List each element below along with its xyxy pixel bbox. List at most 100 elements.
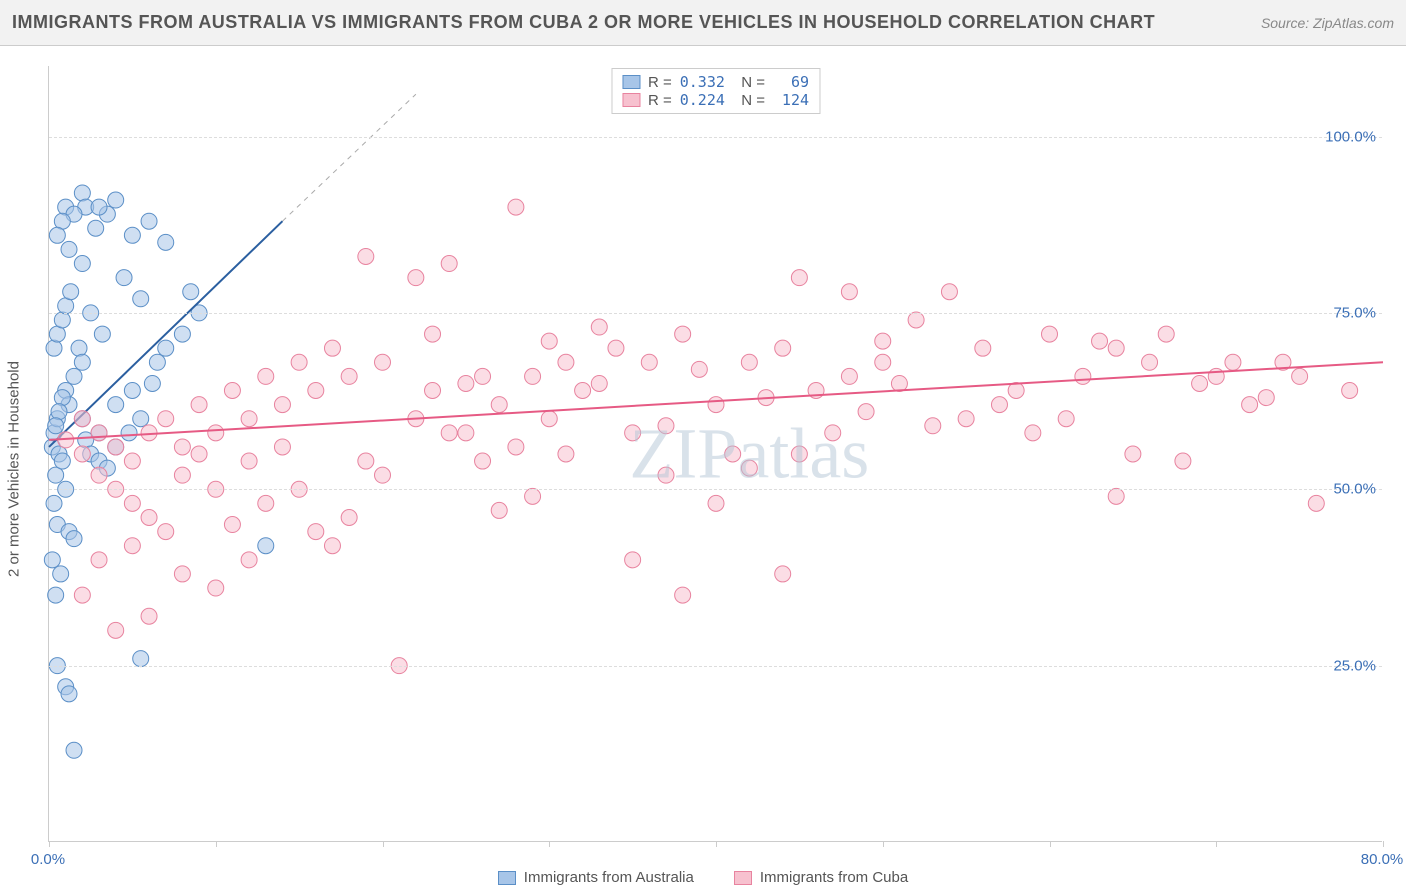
data-point [44, 552, 60, 568]
x-tick [49, 841, 50, 847]
data-point [63, 284, 79, 300]
data-point [133, 411, 149, 427]
data-point [74, 256, 90, 272]
x-tick [1050, 841, 1051, 847]
data-point [1075, 368, 1091, 384]
data-point [908, 312, 924, 328]
data-point [691, 361, 707, 377]
data-point [116, 270, 132, 286]
data-point [61, 686, 77, 702]
y-tick-label: 75.0% [1333, 304, 1376, 321]
data-point [775, 566, 791, 582]
data-point [875, 354, 891, 370]
data-point [308, 383, 324, 399]
data-point [74, 587, 90, 603]
data-point [641, 354, 657, 370]
data-point [61, 241, 77, 257]
x-tick [383, 841, 384, 847]
x-tick [216, 841, 217, 847]
data-point [541, 333, 557, 349]
data-point [958, 411, 974, 427]
data-point [224, 517, 240, 533]
x-tick-label: 80.0% [1361, 851, 1404, 868]
legend-n-label: N = [733, 74, 765, 91]
data-point [658, 418, 674, 434]
data-point [149, 354, 165, 370]
data-point [475, 368, 491, 384]
data-point [74, 354, 90, 370]
data-point [558, 354, 574, 370]
data-point [358, 248, 374, 264]
legend-series: Immigrants from AustraliaImmigrants from… [0, 869, 1406, 886]
data-point [53, 566, 69, 582]
data-point [875, 333, 891, 349]
data-point [441, 425, 457, 441]
data-point [791, 270, 807, 286]
data-point [158, 234, 174, 250]
data-point [1142, 354, 1158, 370]
legend-swatch [622, 93, 640, 107]
data-point [1158, 326, 1174, 342]
data-point [108, 192, 124, 208]
data-point [158, 524, 174, 540]
data-point [174, 439, 190, 455]
data-point [133, 651, 149, 667]
plot-region: R = 0.332 N = 69R = 0.224 N = 124 25.0% 5… [48, 66, 1382, 842]
x-tick [883, 841, 884, 847]
data-point [124, 227, 140, 243]
data-point [1342, 383, 1358, 399]
data-point [925, 418, 941, 434]
title-bar: IMMIGRANTS FROM AUSTRALIA VS IMMIGRANTS … [0, 0, 1406, 46]
data-point [241, 453, 257, 469]
y-tick-label: 50.0% [1333, 481, 1376, 498]
data-point [1125, 446, 1141, 462]
data-point [124, 383, 140, 399]
data-point [825, 425, 841, 441]
data-point [158, 340, 174, 356]
x-tick [716, 841, 717, 847]
legend-stats-row: R = 0.332 N = 69 [622, 73, 809, 91]
data-point [358, 453, 374, 469]
data-point [124, 453, 140, 469]
data-point [133, 291, 149, 307]
data-point [324, 538, 340, 554]
legend-swatch [498, 871, 516, 885]
data-point [425, 383, 441, 399]
data-point [658, 467, 674, 483]
data-point [258, 538, 274, 554]
data-point [1225, 354, 1241, 370]
data-point [1108, 488, 1124, 504]
legend-stats: R = 0.332 N = 69R = 0.224 N = 124 [611, 68, 820, 114]
data-point [141, 608, 157, 624]
data-point [791, 446, 807, 462]
data-point [1025, 425, 1041, 441]
data-point [841, 284, 857, 300]
data-point [74, 446, 90, 462]
gridline [49, 666, 1382, 667]
data-point [191, 446, 207, 462]
data-point [174, 566, 190, 582]
trend-line-extension [282, 94, 415, 221]
data-point [408, 270, 424, 286]
data-point [88, 220, 104, 236]
data-point [1092, 333, 1108, 349]
data-point [1242, 397, 1258, 413]
data-point [48, 418, 64, 434]
y-axis-label: 2 or more Vehicles in Household [6, 361, 23, 577]
data-point [858, 404, 874, 420]
data-point [324, 340, 340, 356]
data-point [274, 397, 290, 413]
y-tick-label: 25.0% [1333, 657, 1376, 674]
data-point [54, 312, 70, 328]
data-point [775, 340, 791, 356]
data-point [241, 411, 257, 427]
legend-series-label: Immigrants from Australia [524, 869, 694, 886]
data-point [591, 319, 607, 335]
data-point [54, 390, 70, 406]
legend-n-label: N = [733, 92, 765, 109]
data-point [458, 375, 474, 391]
data-point [841, 368, 857, 384]
legend-n-value: 124 [773, 91, 809, 109]
data-point [174, 467, 190, 483]
data-point [58, 298, 74, 314]
